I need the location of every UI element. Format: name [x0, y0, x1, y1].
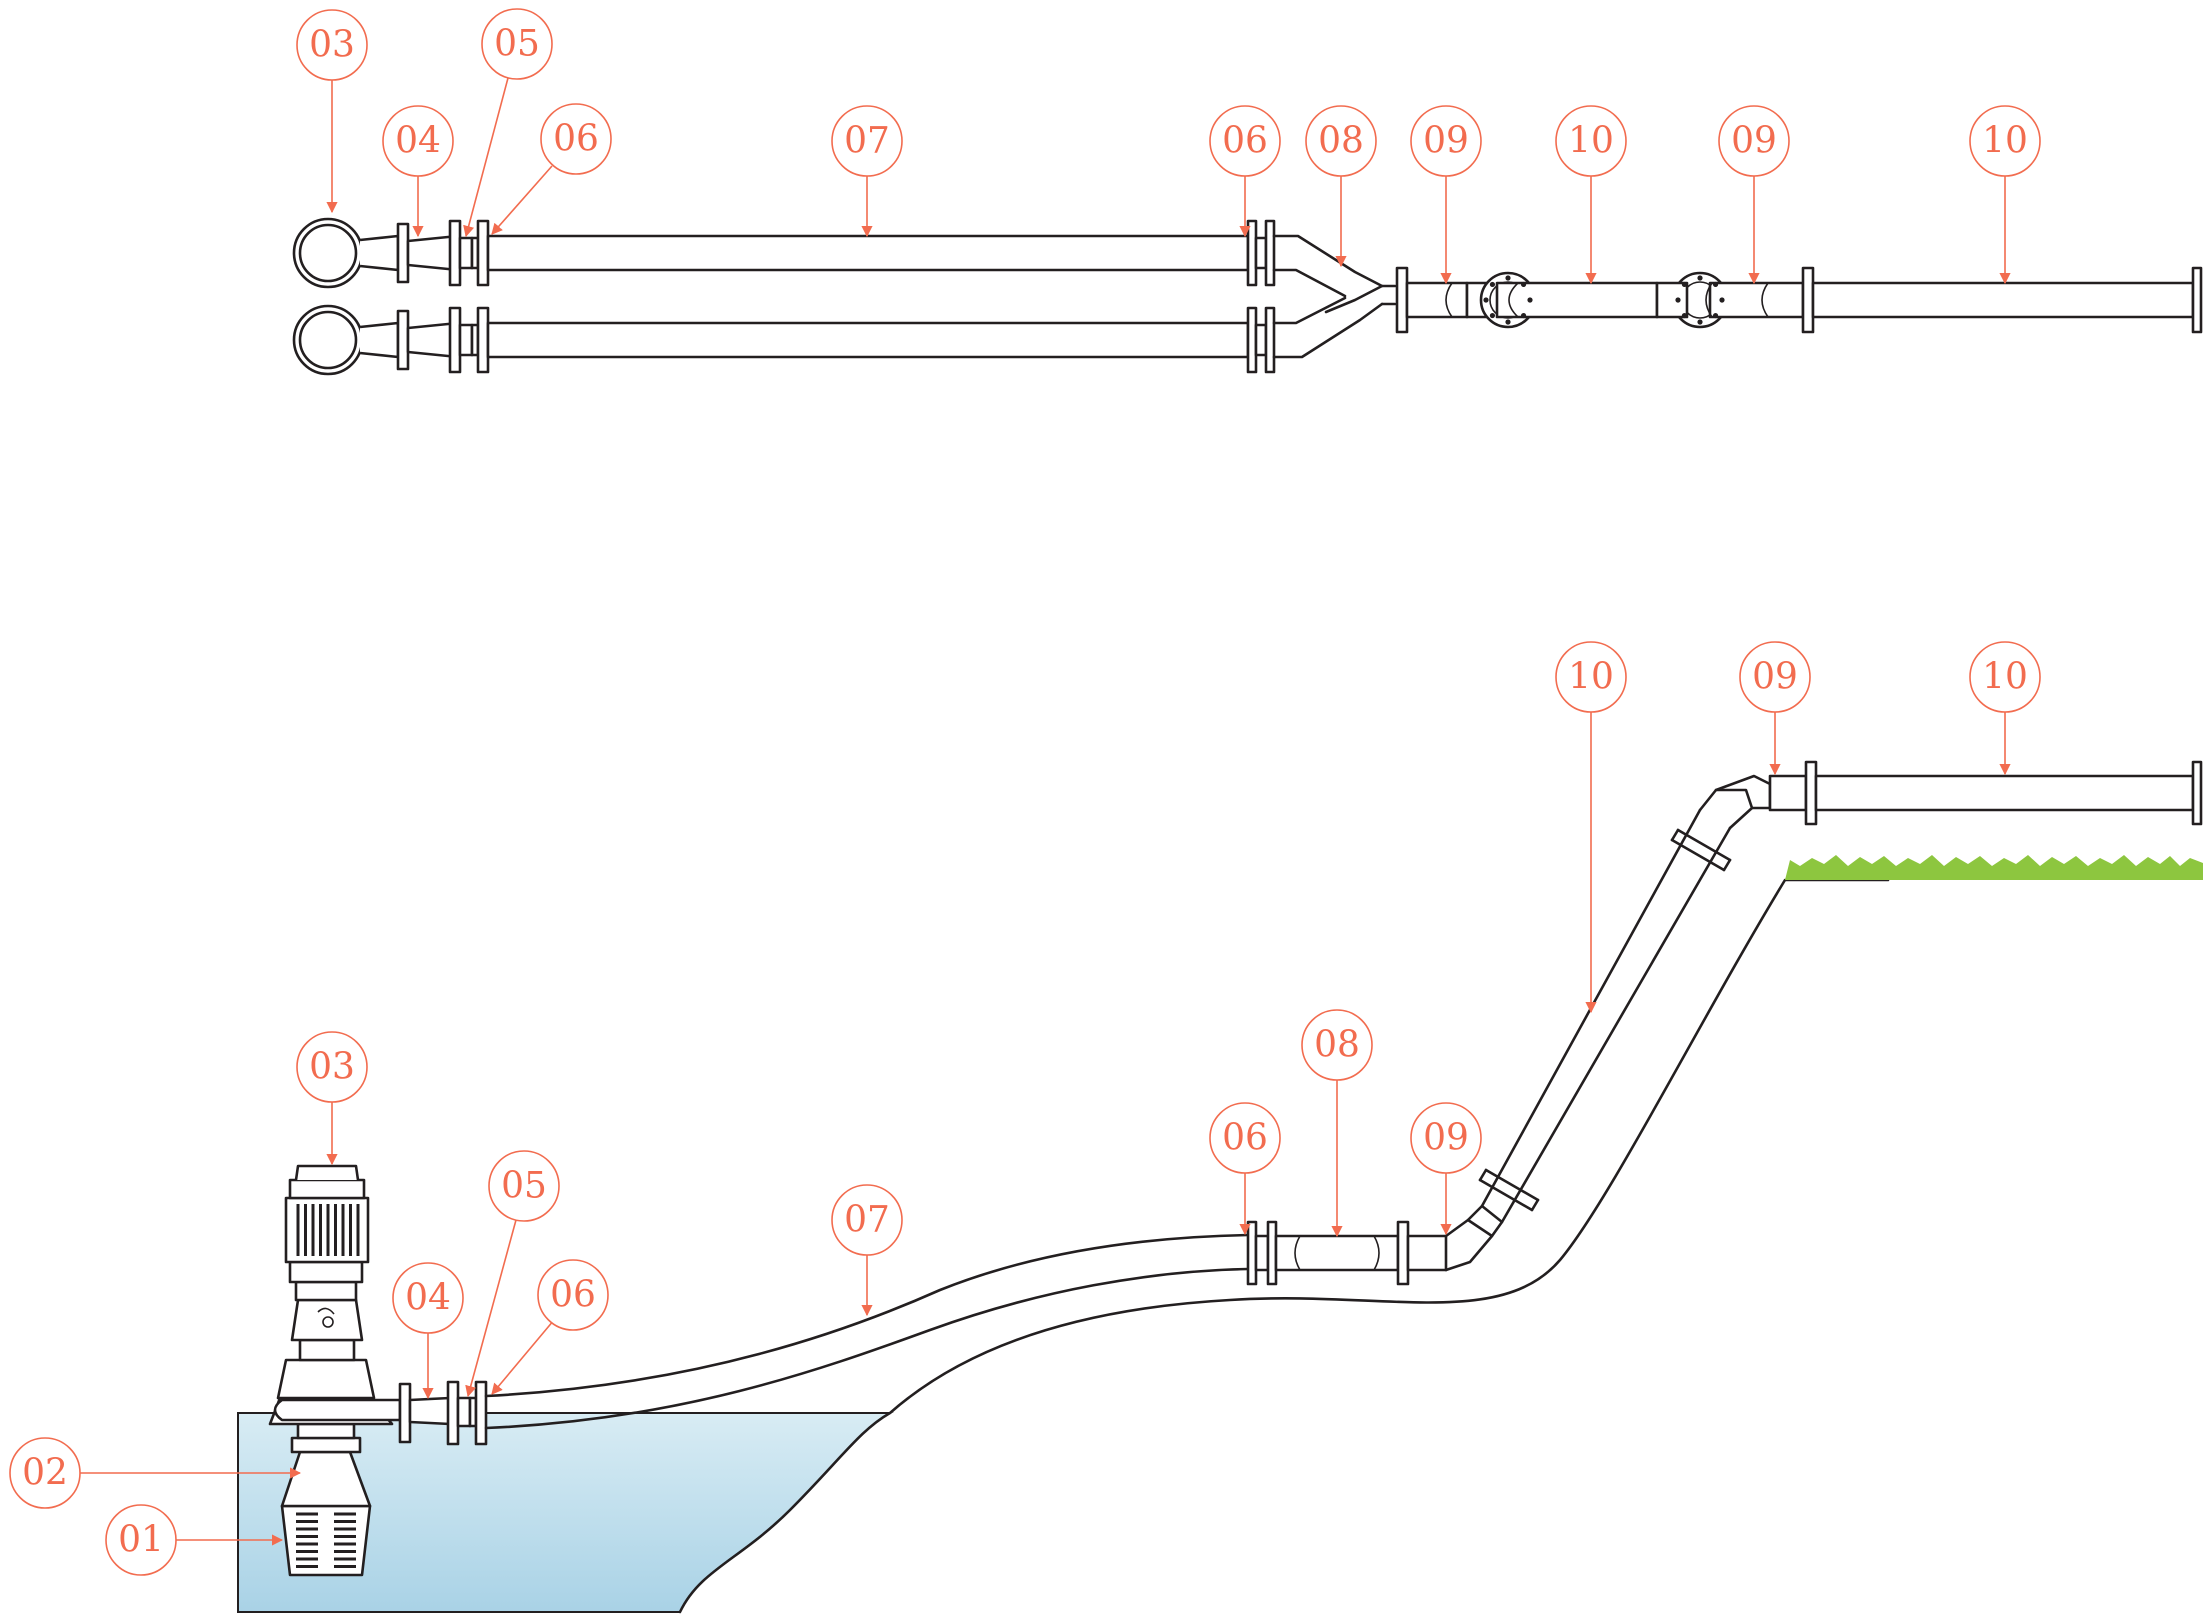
- callout-side-elbow-high: 09: [1739, 641, 1811, 776]
- callout-plan-pipe-b: 10: [1969, 105, 2041, 285]
- callout-side-expansion-joint: 08: [1301, 1009, 1373, 1238]
- label-plan-gate-valve-left: 06: [553, 119, 599, 160]
- callout-plan-pipe-a: 10: [1555, 105, 1627, 285]
- bolt-hole: [1505, 319, 1511, 325]
- bolt-hole: [1505, 275, 1511, 281]
- callouts-side: 01 02 03 04 05 06 07: [9, 641, 2041, 1576]
- label-side-reducer: 04: [405, 1278, 451, 1319]
- plan-view: [292, 217, 2203, 376]
- label-plan-pipe-b: 10: [1982, 121, 2028, 162]
- plan-branch-upper: [396, 219, 1384, 314]
- bolt-hole: [1489, 281, 1496, 288]
- bolt-hole: [1697, 275, 1703, 281]
- label-side-pipe-top: 10: [1982, 657, 2028, 698]
- grass: [1785, 855, 2203, 880]
- pump-head-lower: [292, 304, 400, 376]
- label-side-gate-valve-left: 06: [550, 1275, 596, 1316]
- callouts-plan: 03 04 05 06 07 06 08: [296, 8, 2041, 285]
- label-side-gate-valve-right: 06: [1222, 1118, 1268, 1159]
- bolt-hole: [1520, 312, 1527, 319]
- bolt-hole: [1681, 281, 1688, 288]
- label-plan-y-junction: 08: [1318, 121, 1364, 162]
- callout-side-gate-valve-right: 06: [1209, 1102, 1281, 1236]
- pump-head-upper: [292, 217, 400, 289]
- bolt-hole: [1675, 297, 1681, 303]
- callout-side-pipe-main: 07: [831, 1184, 903, 1317]
- callout-side-gate-valve-left: 06: [491, 1259, 609, 1395]
- label-plan-pump: 03: [309, 25, 355, 66]
- callout-side-column: 02: [9, 1437, 302, 1509]
- label-side-pipe-main: 07: [844, 1200, 890, 1241]
- bolt-hole: [1697, 319, 1703, 325]
- callout-side-elbow-low: 09: [1410, 1102, 1482, 1236]
- strainer: [280, 1504, 372, 1577]
- label-plan-elbow-b: 09: [1731, 121, 1777, 162]
- bolt-hole: [1527, 297, 1533, 303]
- label-plan-check-valve: 05: [494, 24, 540, 65]
- label-plan-elbow-a: 09: [1423, 121, 1469, 162]
- callout-side-reducer: 04: [392, 1262, 464, 1400]
- motor: [284, 1164, 370, 1302]
- callout-plan-elbow-a: 09: [1410, 105, 1482, 285]
- side-discharge: [398, 760, 2203, 1446]
- bolt-hole: [1681, 312, 1688, 319]
- bolt-hole: [1483, 297, 1489, 303]
- label-side-pipe-riser: 10: [1568, 657, 1614, 698]
- label-side-check-valve: 05: [501, 1166, 547, 1207]
- callout-plan-pump: 03: [296, 9, 368, 214]
- callout-side-pipe-top: 10: [1969, 641, 2041, 776]
- callout-side-pipe-riser: 10: [1555, 641, 1627, 1014]
- bolt-hole: [1489, 312, 1496, 319]
- callout-plan-elbow-b: 09: [1718, 105, 1790, 285]
- callout-plan-gate-valve-left: 06: [491, 103, 612, 235]
- callout-plan-reducer: 04: [382, 105, 454, 238]
- bolt-hole: [1520, 281, 1527, 288]
- callout-side-motor: 03: [296, 1031, 368, 1166]
- label-plan-pipe-a: 10: [1568, 121, 1614, 162]
- plan-header: [1380, 266, 2203, 334]
- bolt-hole: [1712, 281, 1719, 288]
- label-side-motor: 03: [309, 1047, 355, 1088]
- ground-slope: [678, 878, 1890, 1614]
- callout-side-strainer: 01: [105, 1504, 284, 1576]
- label-plan-reducer: 04: [395, 121, 441, 162]
- callout-plan-check-valve: 05: [463, 8, 553, 238]
- label-side-elbow-high: 09: [1752, 657, 1798, 698]
- bolt-hole: [1719, 297, 1725, 303]
- flange-bolt-holes: [1483, 275, 1725, 325]
- label-side-column: 02: [22, 1453, 68, 1494]
- callout-plan-y-junction: 08: [1305, 105, 1377, 268]
- label-plan-gate-valve-right: 06: [1222, 121, 1268, 162]
- pump-body: [268, 1298, 402, 1426]
- label-side-expansion-joint: 08: [1314, 1025, 1360, 1066]
- label-side-elbow-low: 09: [1423, 1118, 1469, 1159]
- callout-side-check-valve: 05: [465, 1150, 560, 1398]
- label-plan-pipe-main: 07: [844, 121, 890, 162]
- label-side-strainer: 01: [118, 1520, 164, 1561]
- callout-plan-gate-valve-right: 06: [1209, 105, 1281, 238]
- bolt-hole: [1712, 312, 1719, 319]
- callout-plan-pipe-main: 07: [831, 105, 903, 238]
- plan-branch-lower: [396, 296, 1384, 374]
- column-pipe: [280, 1422, 372, 1508]
- side-view: [237, 760, 2203, 1614]
